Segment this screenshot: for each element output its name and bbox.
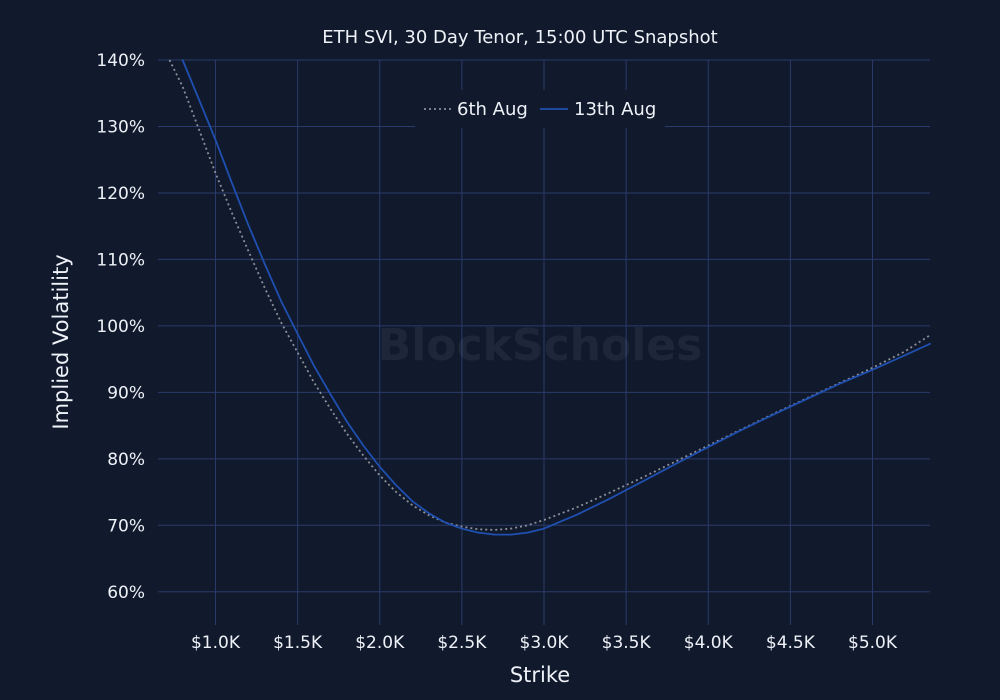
y-tick-label: 140% xyxy=(96,51,145,71)
y-tick-label: 80% xyxy=(107,450,145,470)
y-tick-label: 100% xyxy=(96,317,145,337)
x-tick-label: $1.5K xyxy=(273,633,323,653)
x-tick-label: $4.0K xyxy=(684,633,734,653)
legend-label-13th-aug: 13th Aug xyxy=(574,99,656,120)
chart-title: ETH SVI, 30 Day Tenor, 15:00 UTC Snapsho… xyxy=(322,27,717,48)
tick-labels: $1.0K $1.5K $2.0K $2.5K $3.0K $3.5K $4.0K $4.5K… xyxy=(96,51,897,653)
series-line-6th-aug xyxy=(168,59,931,531)
x-tick-label: $2.0K xyxy=(355,633,405,653)
y-tick-label: 60% xyxy=(107,583,145,603)
x-tick-label: $3.5K xyxy=(602,633,652,653)
x-axis-title: Strike xyxy=(510,663,570,687)
grid xyxy=(158,59,930,625)
y-tick-label: 130% xyxy=(96,117,145,137)
y-tick-label: 90% xyxy=(107,383,145,403)
y-tick-label: 70% xyxy=(107,516,145,536)
y-axis-title: Implied Volatility xyxy=(49,254,73,429)
x-tick-label: $4.5K xyxy=(766,633,816,653)
series-line-13th-aug xyxy=(181,59,931,536)
watermark: BlockScholes xyxy=(378,320,703,371)
series-layer xyxy=(168,59,931,536)
y-tick-label: 120% xyxy=(96,184,145,204)
y-tick-label: 110% xyxy=(96,250,145,270)
legend: 6th Aug 13th Aug xyxy=(415,90,665,128)
x-tick-label: $1.0K xyxy=(191,633,241,653)
x-tick-label: $3.0K xyxy=(520,633,570,653)
x-tick-label: $5.0K xyxy=(848,633,898,653)
legend-label-6th-aug: 6th Aug xyxy=(457,99,528,120)
x-tick-label: $2.5K xyxy=(437,633,487,653)
